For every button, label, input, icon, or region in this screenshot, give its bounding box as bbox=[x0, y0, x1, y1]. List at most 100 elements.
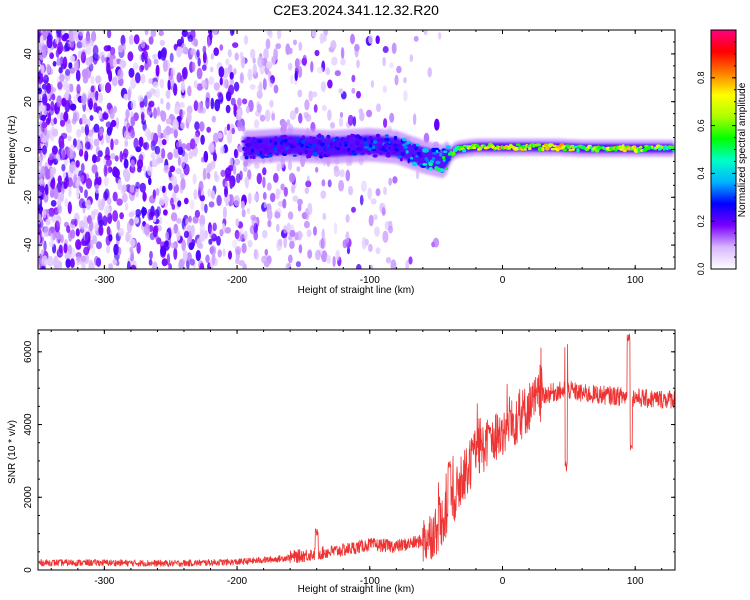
spectrogram-cell bbox=[57, 81, 63, 90]
spectrogram-cell bbox=[383, 186, 387, 195]
spectrogram-cell bbox=[361, 151, 366, 155]
spectrogram-cell bbox=[170, 228, 175, 235]
spectrogram-cell bbox=[233, 103, 237, 113]
spectrogram-cell bbox=[338, 88, 344, 95]
spectrogram-cell bbox=[414, 146, 418, 149]
spectrogram-y-axis: -40 -20 0 20 40 bbox=[23, 29, 675, 270]
spectrogram-cell bbox=[225, 104, 231, 114]
spectrogram-cell bbox=[147, 58, 152, 68]
spectrogram-cell bbox=[298, 113, 303, 124]
spectrogram-cell bbox=[173, 129, 178, 139]
spectrogram-cell bbox=[346, 247, 351, 255]
spectrogram-cell bbox=[70, 258, 75, 268]
spectrogram-cell bbox=[504, 144, 509, 148]
spectrogram-cell bbox=[214, 99, 221, 112]
spectrogram-cell bbox=[253, 230, 258, 241]
spectrogram-cell bbox=[65, 68, 71, 76]
spectrogram-cell bbox=[165, 231, 169, 241]
spectrogram-cell bbox=[64, 198, 68, 207]
spectrogram-cell bbox=[41, 249, 45, 256]
spectrogram-cell bbox=[303, 111, 309, 119]
spectrogram-cell bbox=[75, 69, 81, 82]
spectrogram-cell bbox=[237, 97, 242, 107]
spectrogram-cell bbox=[262, 167, 267, 176]
spectrogram-cell bbox=[161, 185, 166, 193]
spectrogram-cell bbox=[287, 62, 293, 71]
spectrogram-cell bbox=[431, 241, 436, 248]
spectrogram-cell bbox=[208, 201, 215, 208]
spectrogram-cell bbox=[327, 179, 332, 188]
spectrogram-cell bbox=[374, 226, 380, 237]
spectrogram-cell bbox=[165, 101, 171, 111]
spectrogram-y-tick-label: 20 bbox=[23, 96, 34, 108]
spectrogram-cell bbox=[38, 234, 41, 244]
spectrogram-cell bbox=[262, 191, 267, 200]
spectrogram-cell bbox=[172, 118, 179, 132]
spectrogram-cell bbox=[334, 136, 340, 141]
spectrogram-cell bbox=[90, 85, 95, 93]
spectrogram-cell bbox=[156, 106, 160, 117]
spectrogram-cell bbox=[70, 229, 76, 239]
spectrogram-cell bbox=[87, 129, 94, 137]
spectrogram-cell bbox=[192, 173, 197, 185]
spectrogram-cell bbox=[177, 200, 182, 207]
spectrogram-cell bbox=[53, 187, 59, 200]
chart-title: C2E3.2024.341.12.32.R20 bbox=[273, 2, 439, 18]
spectrogram-cell bbox=[327, 109, 332, 121]
spectrogram-cell bbox=[388, 177, 393, 186]
spectrogram-cell bbox=[247, 169, 252, 180]
snr-plot-area bbox=[38, 330, 675, 570]
spectrogram-cell bbox=[351, 206, 356, 213]
spectrogram-cell bbox=[238, 145, 243, 153]
spectrogram-cell bbox=[409, 54, 414, 62]
spectrogram-cell bbox=[340, 47, 345, 60]
spectrogram-cell bbox=[195, 250, 201, 262]
snr-series-line bbox=[38, 333, 675, 567]
spectrogram-cell bbox=[207, 222, 212, 235]
spectrogram-cell bbox=[199, 214, 206, 227]
spectrogram-cell bbox=[254, 193, 259, 202]
spectrogram-cell bbox=[181, 239, 186, 252]
snr-x-tick-label: 100 bbox=[627, 576, 644, 587]
spectrogram-cell bbox=[101, 54, 105, 64]
spectrogram-cell bbox=[279, 141, 284, 145]
spectrogram-cell bbox=[164, 240, 169, 247]
spectrogram-cell bbox=[120, 34, 126, 47]
spectrogram-cell bbox=[298, 151, 303, 156]
spectrogram-cell bbox=[278, 137, 282, 142]
spectrogram-cell bbox=[368, 136, 373, 141]
spectrogram-cell bbox=[383, 118, 388, 128]
spectrogram-cell bbox=[127, 51, 134, 62]
spectrogram-cell bbox=[320, 142, 325, 147]
spectrogram-cell bbox=[98, 219, 104, 227]
spectrogram-cell bbox=[141, 206, 145, 219]
spectrogram-cell bbox=[249, 84, 256, 90]
spectrogram-cell bbox=[431, 156, 436, 161]
spectrogram-cell bbox=[219, 77, 223, 86]
spectrogram-cell bbox=[435, 160, 441, 165]
spectrogram-cell bbox=[111, 76, 118, 87]
spectrogram-cell bbox=[47, 35, 51, 42]
spectrogram-cell bbox=[576, 148, 580, 153]
spectrogram-cell bbox=[345, 169, 351, 182]
spectrogram-cell bbox=[271, 141, 275, 147]
snr-x-tick-label: 0 bbox=[500, 576, 506, 587]
spectrogram-cell bbox=[150, 205, 155, 218]
spectrogram-cell bbox=[85, 43, 92, 55]
spectrogram-cell bbox=[207, 36, 211, 48]
snr-y-tick-label: 0 bbox=[23, 567, 34, 573]
spectrogram-cell bbox=[48, 240, 55, 248]
spectrogram-cell bbox=[74, 60, 79, 72]
spectrogram-cell bbox=[358, 147, 363, 152]
spectrogram-cell bbox=[275, 152, 279, 156]
spectrogram-cell bbox=[273, 84, 279, 94]
spectrogram-cell bbox=[514, 147, 520, 151]
spectrogram-cell bbox=[74, 218, 78, 227]
spectrogram-cell bbox=[149, 250, 153, 260]
spectrogram-cell bbox=[399, 157, 403, 162]
spectrogram-cell bbox=[116, 198, 123, 206]
spectrogram-cell bbox=[266, 147, 271, 151]
spectrogram-cell bbox=[130, 99, 137, 110]
spectrogram-cell bbox=[213, 82, 220, 91]
spectrogram-cell bbox=[234, 229, 240, 240]
